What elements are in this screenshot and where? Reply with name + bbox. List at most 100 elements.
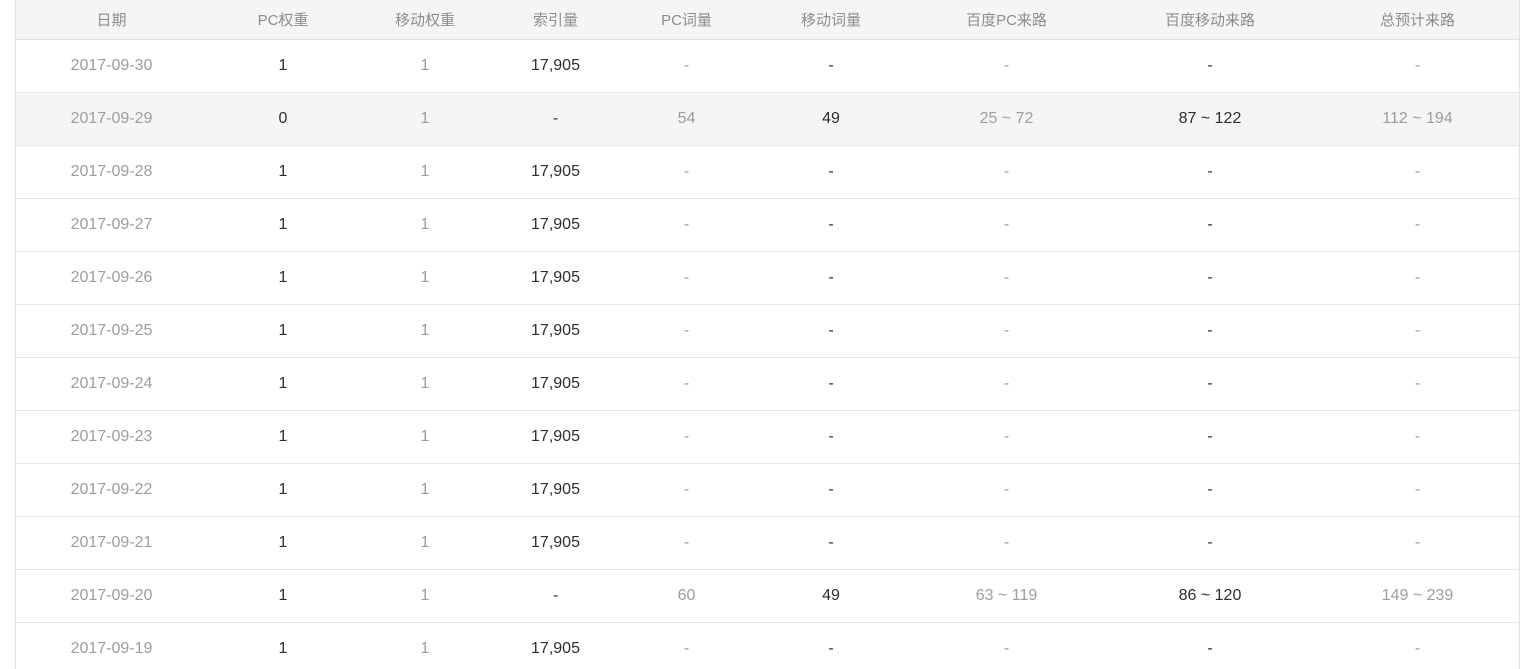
cell-total_estimated_traffic: - [1316,463,1519,517]
cell-baidu_mobile_traffic: - [1104,410,1316,464]
cell-pc_words: - [620,251,753,305]
cell-baidu_mobile_traffic: 87 ~ 122 [1104,92,1316,146]
cell-total_estimated_traffic: - [1316,622,1519,669]
column-header-pc_weight: PC权重 [207,0,359,40]
table-header-row: 日期 PC权重 移动权重 索引量 PC词量 移动词量 百度PC来路 百度移动来路 总预计来路 [16,0,1519,40]
cell-total_estimated_traffic: 112 ~ 194 [1316,92,1519,146]
table-row[interactable]: 2017-09-27 1 1 17,905- - - - - [16,198,1519,252]
table-body: 2017-09-30 1 1 17,905- - - - -2017-09-29 0 1-54 49… [16,39,1519,669]
table-head: 日期 PC权重 移动权重 索引量 PC词量 移动词量 百度PC来路 百度移动来路 总预计来路 [16,0,1519,40]
cell-baidu_pc_traffic: - [909,357,1104,411]
cell-pc_words: - [620,463,753,517]
cell-date: 2017-09-25 [16,304,207,358]
table-row[interactable]: 2017-09-21 1 1 17,905- - - - - [16,516,1519,570]
cell-mobile_words: - [753,410,909,464]
cell-baidu_mobile_traffic: 86 ~ 120 [1104,569,1316,623]
cell-total_estimated_traffic: - [1316,198,1519,252]
cell-index_volume: 17,905 [491,357,620,411]
table-row[interactable]: 2017-09-19 1 1 17,905- - - - - [16,622,1519,669]
cell-mobile_weight: 1 [359,251,491,305]
cell-index_volume: 17,905 [491,410,620,464]
cell-mobile_weight: 1 [359,569,491,623]
cell-date: 2017-09-26 [16,251,207,305]
cell-mobile_weight: 1 [359,304,491,358]
cell-baidu_mobile_traffic: - [1104,357,1316,411]
cell-index_volume: 17,905 [491,463,620,517]
cell-baidu_mobile_traffic: - [1104,463,1316,517]
cell-date: 2017-09-24 [16,357,207,411]
cell-mobile_words: - [753,39,909,93]
cell-mobile_weight: 1 [359,357,491,411]
column-header-mobile_words: 移动词量 [753,0,909,40]
cell-total_estimated_traffic: - [1316,145,1519,199]
cell-mobile_words: - [753,304,909,358]
table-row[interactable]: 2017-09-26 1 1 17,905- - - - - [16,251,1519,305]
table-row[interactable]: 2017-09-28 1 1 17,905- - - - - [16,145,1519,199]
cell-pc_words: 60 [620,569,753,623]
table-frame: 日期 PC权重 移动权重 索引量 PC词量 移动词量 百度PC来路 百度移动来路 总预计来路 2… [15,0,1520,669]
cell-baidu_pc_traffic: - [909,39,1104,93]
cell-baidu_mobile_traffic: - [1104,251,1316,305]
table-row[interactable]: 2017-09-20 1 1-60 49 63 ~ 119 86 ~ 120 149 ~ 2… [16,569,1519,623]
cell-pc_weight: 1 [207,304,359,358]
cell-pc_weight: 1 [207,622,359,669]
cell-pc_weight: 1 [207,198,359,252]
cell-index_volume: 17,905 [491,198,620,252]
cell-pc_weight: 1 [207,145,359,199]
cell-mobile_weight: 1 [359,39,491,93]
column-header-date: 日期 [16,0,207,40]
table-row[interactable]: 2017-09-29 0 1-54 49 25 ~ 72 87 ~ 122 112 ~ 19… [16,92,1519,146]
table-row[interactable]: 2017-09-22 1 1 17,905- - - - - [16,463,1519,517]
cell-mobile_weight: 1 [359,145,491,199]
column-header-pc_words: PC词量 [620,0,753,40]
table-row[interactable]: 2017-09-30 1 1 17,905- - - - - [16,39,1519,93]
cell-date: 2017-09-21 [16,516,207,570]
cell-pc_words: - [620,622,753,669]
cell-mobile_weight: 1 [359,463,491,517]
cell-baidu_pc_traffic: - [909,304,1104,358]
cell-mobile_weight: 1 [359,92,491,146]
cell-index_volume: - [491,569,620,623]
cell-mobile_words: 49 [753,92,909,146]
cell-total_estimated_traffic: - [1316,516,1519,570]
cell-mobile_words: - [753,251,909,305]
cell-baidu_mobile_traffic: - [1104,516,1316,570]
seo-history-table: 日期 PC权重 移动权重 索引量 PC词量 移动词量 百度PC来路 百度移动来路 总预计来路 2… [16,0,1519,669]
cell-date: 2017-09-22 [16,463,207,517]
cell-total_estimated_traffic: - [1316,39,1519,93]
column-header-baidu_pc_traffic: 百度PC来路 [909,0,1104,40]
cell-mobile_words: - [753,622,909,669]
cell-total_estimated_traffic: - [1316,357,1519,411]
cell-mobile_weight: 1 [359,410,491,464]
cell-pc_words: - [620,39,753,93]
cell-total_estimated_traffic: - [1316,410,1519,464]
column-header-baidu_mobile_traffic: 百度移动来路 [1104,0,1316,40]
cell-baidu_mobile_traffic: - [1104,622,1316,669]
cell-pc_weight: 1 [207,357,359,411]
cell-date: 2017-09-27 [16,198,207,252]
cell-baidu_pc_traffic: - [909,622,1104,669]
cell-total_estimated_traffic: 149 ~ 239 [1316,569,1519,623]
cell-baidu_mobile_traffic: - [1104,39,1316,93]
cell-mobile_weight: 1 [359,622,491,669]
cell-pc_words: - [620,145,753,199]
cell-pc_words: - [620,516,753,570]
cell-date: 2017-09-19 [16,622,207,669]
cell-date: 2017-09-29 [16,92,207,146]
cell-date: 2017-09-23 [16,410,207,464]
cell-baidu_pc_traffic: - [909,251,1104,305]
cell-pc_weight: 1 [207,251,359,305]
cell-index_volume: 17,905 [491,304,620,358]
cell-mobile_words: - [753,516,909,570]
cell-pc_words: - [620,410,753,464]
table-row[interactable]: 2017-09-23 1 1 17,905- - - - - [16,410,1519,464]
cell-baidu_pc_traffic: - [909,516,1104,570]
cell-baidu_pc_traffic: - [909,198,1104,252]
cell-baidu_pc_traffic: - [909,463,1104,517]
cell-pc_words: - [620,304,753,358]
table-row[interactable]: 2017-09-24 1 1 17,905- - - - - [16,357,1519,411]
cell-pc_weight: 0 [207,92,359,146]
cell-mobile_words: - [753,357,909,411]
table-row[interactable]: 2017-09-25 1 1 17,905- - - - - [16,304,1519,358]
